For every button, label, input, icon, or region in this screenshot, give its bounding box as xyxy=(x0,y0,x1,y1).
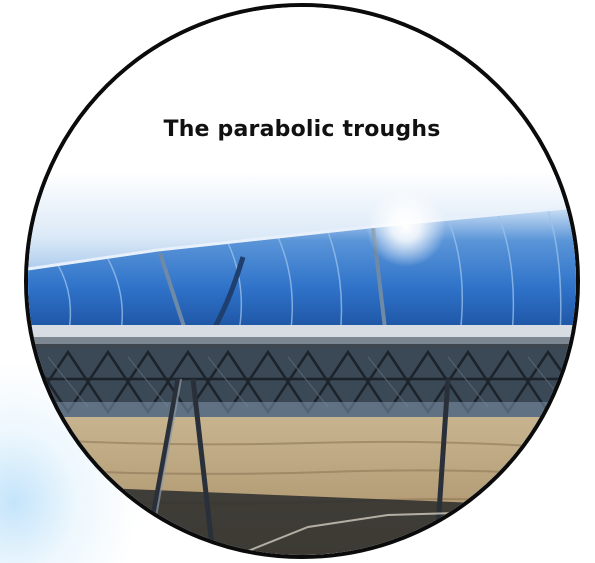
circular-photo-frame: The parabolic troughs xyxy=(24,3,580,559)
photo-caption: The parabolic troughs xyxy=(163,117,441,142)
parabolic-trough-photo xyxy=(28,7,576,555)
